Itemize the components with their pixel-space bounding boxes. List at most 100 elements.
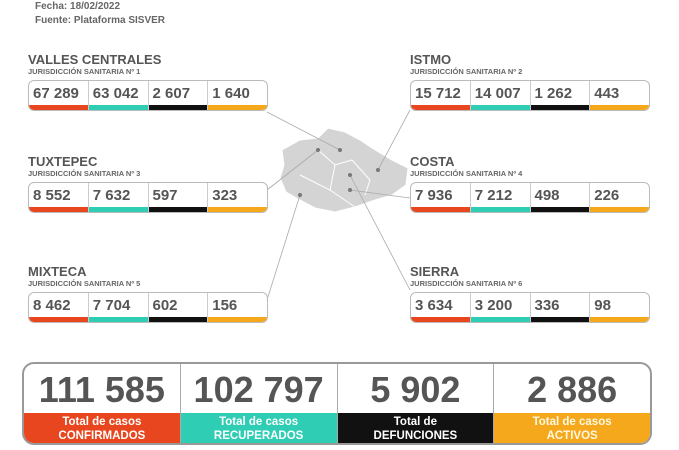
- recuperados-cell: 63 042: [88, 81, 149, 110]
- activos-bar: [590, 207, 649, 212]
- recuperados-bar: [470, 207, 530, 212]
- defunciones-bar: [530, 317, 590, 322]
- totals-panel: 111 585 Total de casos CONFIRMADOS 102 797 T…: [22, 362, 652, 445]
- defunciones-value: 597: [152, 187, 178, 204]
- map-markers: [298, 148, 380, 197]
- region-values: 7 936 7 212 498 226: [410, 182, 650, 213]
- total-value: 5 902: [370, 369, 461, 410]
- recuperados-cell: 14 007: [470, 81, 531, 110]
- defunciones-value: 2 607: [152, 85, 191, 102]
- confirmados-value: 7 936: [415, 187, 453, 204]
- confirmados-value: 67 289: [33, 85, 79, 102]
- region-title: ISTMO: [410, 52, 452, 67]
- activos-value: 98: [594, 297, 611, 314]
- region-values: 67 289 63 042 2 607 1 640: [28, 80, 268, 111]
- confirmados-bar: [29, 105, 88, 110]
- recuperados-cell: 7 212: [470, 183, 531, 212]
- confirmados-cell: 8 552: [29, 183, 89, 212]
- defunciones-value: 336: [534, 297, 560, 314]
- defunciones-value: 602: [152, 297, 178, 314]
- recuperados-value: 7 704: [92, 297, 131, 314]
- recuperados-value: 63 042: [92, 85, 139, 102]
- total-label: Total de casos CONFIRMADOS: [24, 413, 180, 443]
- region-subtitle: JURISDICCIÓN SANITARIA Nº 6: [410, 279, 523, 288]
- confirmados-bar: [411, 317, 470, 322]
- activos-bar: [208, 207, 267, 212]
- map-borders: [299, 149, 371, 208]
- total-confirmados: 111 585 Total de casos CONFIRMADOS: [24, 364, 181, 443]
- region-values: 15 712 14 007 1 262 443: [410, 80, 650, 111]
- defunciones-bar: [148, 105, 208, 110]
- activos-cell: 323: [208, 183, 267, 212]
- region-title: COSTA: [410, 154, 455, 169]
- confirmados-bar: [411, 207, 470, 212]
- recuperados-value: 3 200: [474, 297, 513, 314]
- region-values: 8 552 7 632 597 323: [28, 182, 268, 213]
- recuperados-value: 14 007: [474, 85, 521, 102]
- confirmados-cell: 3 634: [411, 293, 471, 322]
- total-label-line1: Total de casos: [532, 416, 612, 428]
- total-label: Total de casos RECUPERADOS: [180, 413, 337, 443]
- region-subtitle: JURISDICCIÓN SANITARIA Nº 4: [410, 169, 523, 178]
- total-label: Total de casos ACTIVOS: [494, 413, 650, 443]
- region-subtitle: JURISDICCIÓN SANITARIA Nº 2: [410, 67, 523, 76]
- total-label-line2: ACTIVOS: [546, 430, 598, 442]
- recuperados-bar: [470, 317, 530, 322]
- activos-cell: 226: [590, 183, 649, 212]
- activos-bar: [590, 105, 649, 110]
- defunciones-bar: [148, 317, 208, 322]
- recuperados-cell: 3 200: [470, 293, 531, 322]
- recuperados-value: 7 632: [92, 187, 131, 204]
- recuperados-cell: 7 704: [88, 293, 149, 322]
- recuperados-bar: [88, 207, 148, 212]
- activos-cell: 443: [590, 81, 649, 110]
- activos-bar: [590, 317, 649, 322]
- defunciones-value: 1 262: [534, 85, 573, 102]
- confirmados-bar: [29, 207, 88, 212]
- confirmados-value: 15 712: [415, 85, 461, 102]
- total-value: 111 585: [38, 369, 165, 410]
- region-subtitle: JURISDICCIÓN SANITARIA Nº 1: [28, 67, 141, 76]
- defunciones-bar: [148, 207, 208, 212]
- defunciones-bar: [530, 207, 590, 212]
- confirmados-bar: [411, 105, 470, 110]
- confirmados-cell: 7 936: [411, 183, 471, 212]
- map-shape: [279, 127, 409, 213]
- recuperados-bar: [88, 105, 148, 110]
- activos-value: 1 640: [212, 85, 250, 102]
- region-card: VALLES CENTRALES JURISDICCIÓN SANITARIA …: [28, 53, 268, 111]
- defunciones-cell: 336: [530, 293, 591, 322]
- recuperados-value: 7 212: [474, 187, 513, 204]
- activos-value: 323: [212, 187, 238, 204]
- total-label-line2: RECUPERADOS: [213, 430, 304, 442]
- recuperados-bar: [470, 105, 530, 110]
- region-card: MIXTECA JURISDICCIÓN SANITARIA Nº 5 8 462…: [28, 265, 268, 323]
- activos-cell: 156: [208, 293, 267, 322]
- activos-value: 156: [212, 297, 238, 314]
- total-value: 2 886: [527, 369, 618, 410]
- confirmados-cell: 8 462: [29, 293, 89, 322]
- recuperados-cell: 7 632: [88, 183, 149, 212]
- region-values: 8 462 7 704 602 156: [28, 292, 268, 323]
- confirmados-value: 8 462: [33, 297, 71, 314]
- activos-cell: 1 640: [208, 81, 267, 110]
- defunciones-cell: 1 262: [530, 81, 591, 110]
- total-label-line1: Total de: [393, 416, 437, 428]
- region-title: VALLES CENTRALES: [28, 52, 162, 67]
- total-label-line2: CONFIRMADOS: [58, 430, 146, 442]
- region-subtitle: JURISDICCIÓN SANITARIA Nº 3: [28, 169, 141, 178]
- region-subtitle: JURISDICCIÓN SANITARIA Nº 5: [28, 279, 141, 288]
- leader-lines: [266, 109, 411, 301]
- activos-bar: [208, 105, 267, 110]
- activos-bar: [208, 317, 267, 322]
- defunciones-value: 498: [534, 187, 560, 204]
- confirmados-value: 8 552: [33, 187, 71, 204]
- confirmados-cell: 67 289: [29, 81, 89, 110]
- defunciones-cell: 597: [148, 183, 209, 212]
- activos-value: 443: [594, 85, 620, 102]
- defunciones-cell: 2 607: [148, 81, 209, 110]
- source-label: Fuente: Plataforma SISVER: [35, 15, 166, 26]
- total-label-line1: Total de casos: [62, 416, 142, 428]
